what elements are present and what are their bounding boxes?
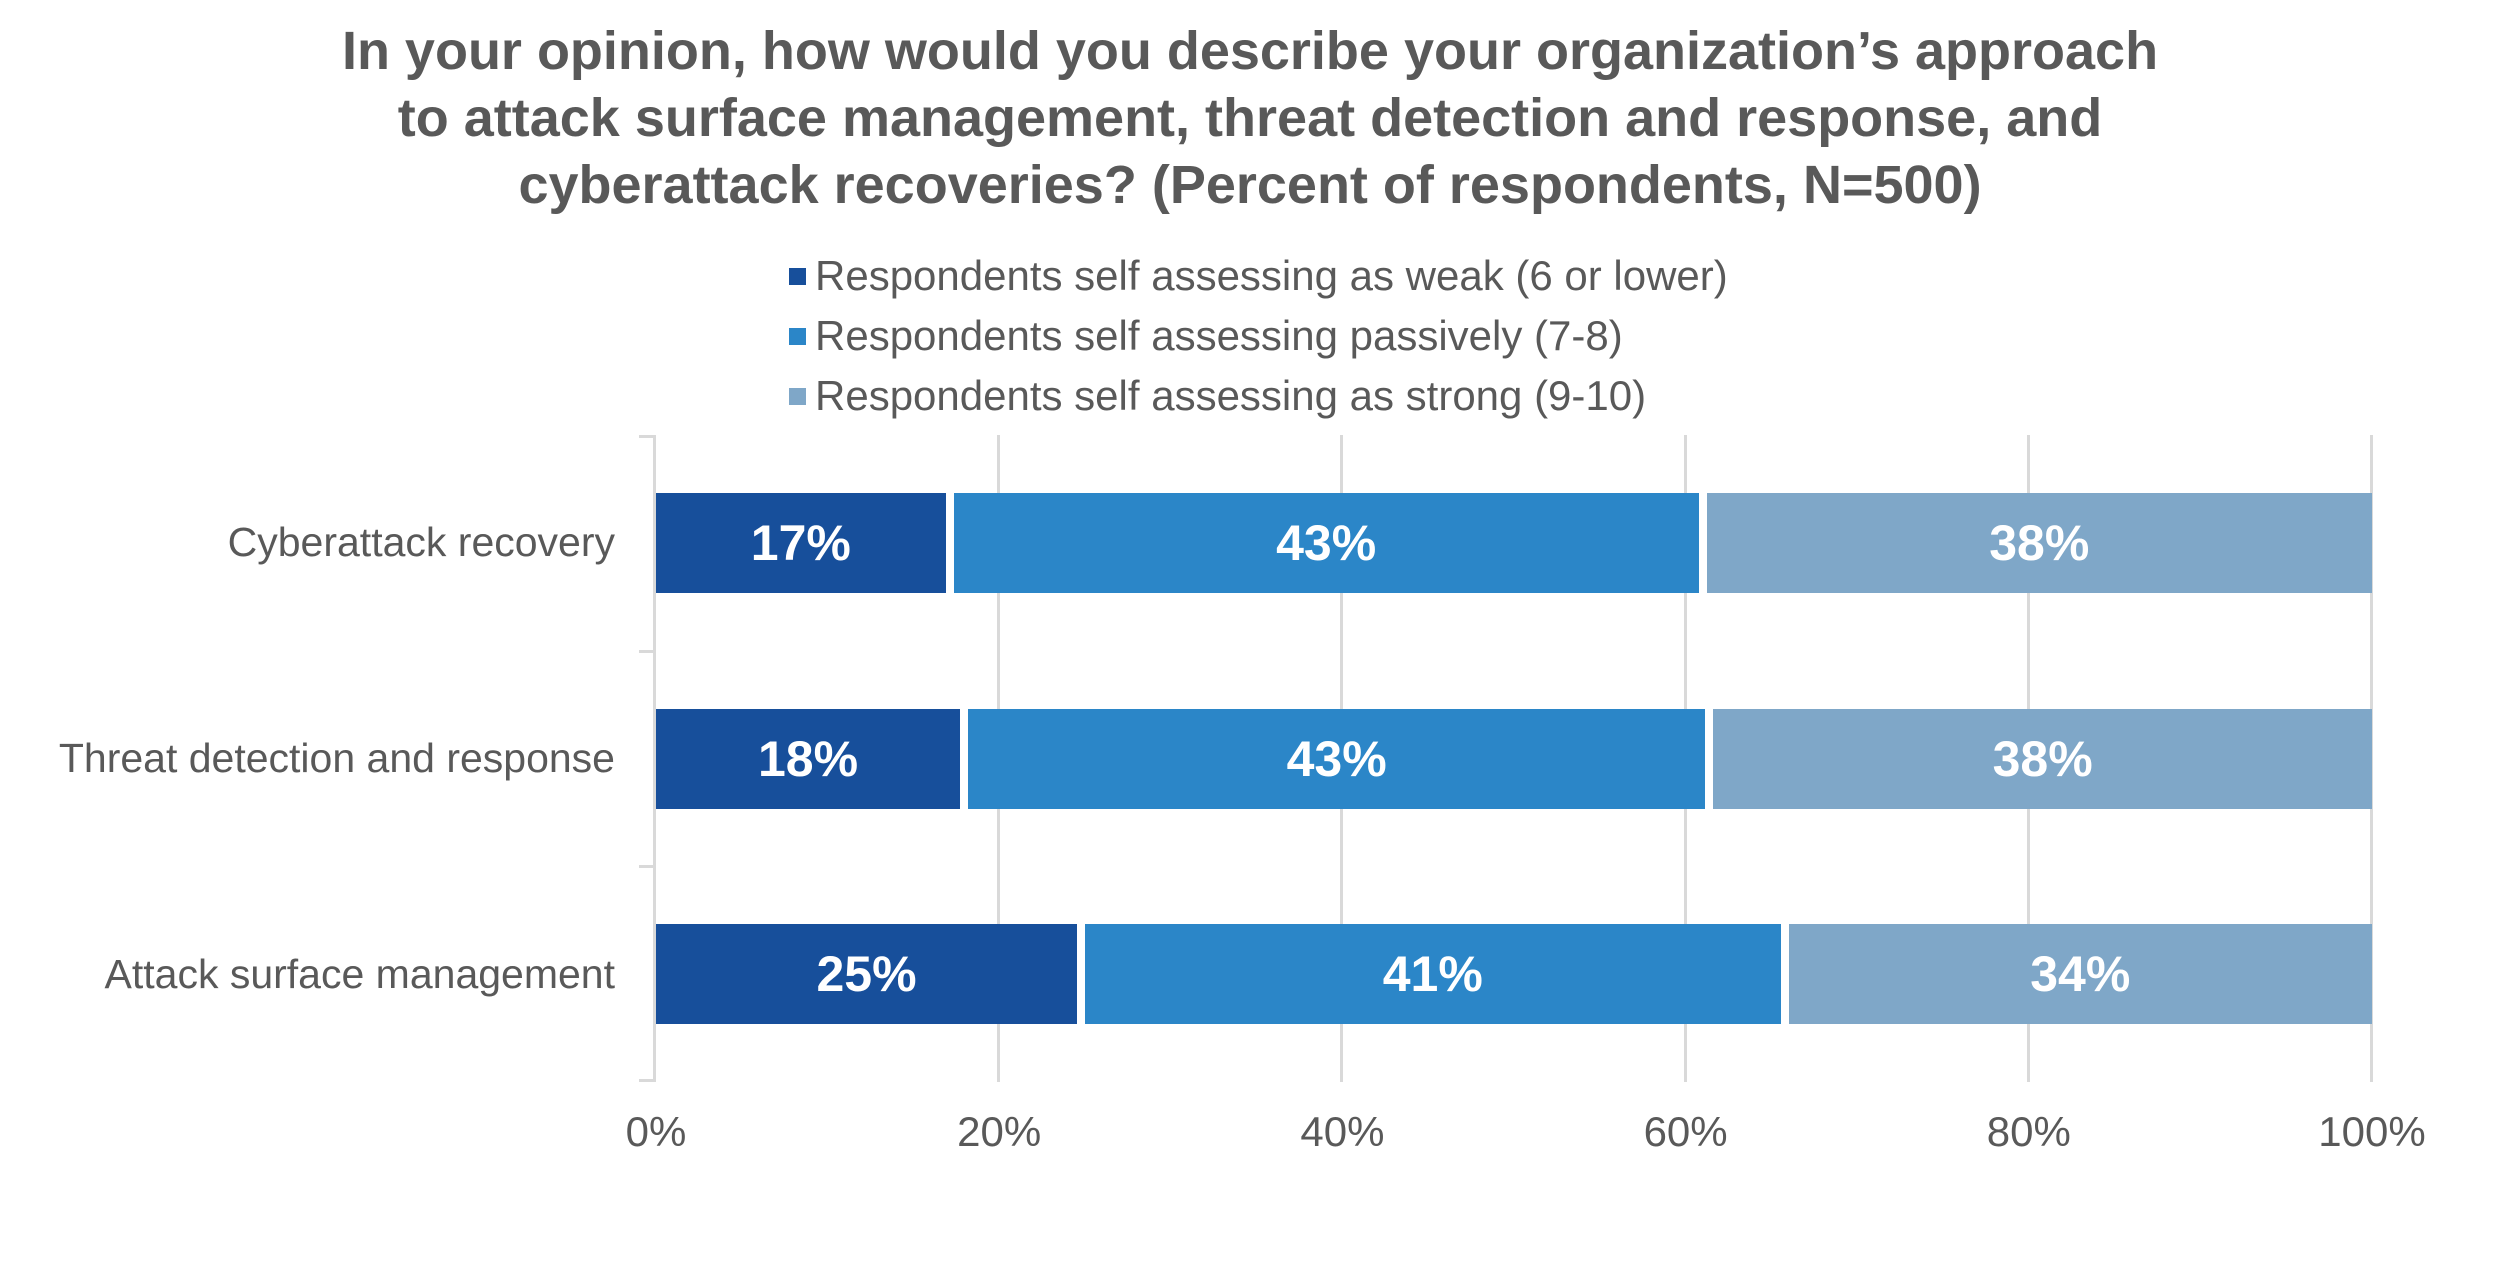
legend: Respondents self assessing as weak (6 or… — [789, 246, 1728, 426]
bar-value-label: 25% — [816, 946, 917, 1003]
y-axis-tick-2 — [639, 865, 653, 869]
category-axis-labels: Cyberattack recovery Threat detection and… — [0, 435, 615, 1082]
plot-area: 17% 43% 38% 18% 43% 38% 25% 41% 34% — [639, 435, 2373, 1082]
x-axis-label-40%: 40% — [1300, 1108, 1385, 1155]
bar-segment: 43% — [953, 492, 1707, 593]
y-axis-tick-0 — [639, 435, 653, 438]
bar-row-2: 25% 41% 34% — [656, 866, 2372, 1082]
chart-title-line-2: to attack surface management, threat det… — [397, 88, 2103, 148]
chart-title-line-1: In your opinion, how would you describe … — [341, 21, 2159, 81]
bar-value-label: 38% — [1989, 514, 2090, 571]
bar-segment: 38% — [1706, 492, 2372, 593]
bar-segment: 43% — [968, 708, 1714, 809]
x-axis-label-80%: 80% — [1986, 1108, 2071, 1155]
x-axis-label-60%: 60% — [1643, 1108, 1728, 1155]
legend-label-strong: Respondents self assessing as strong (9-… — [815, 372, 1647, 419]
chart-title: In your opinion, how would you describe … — [0, 18, 2500, 219]
bar-value-label: 43% — [1286, 730, 1387, 787]
x-axis-label-20%: 20% — [957, 1108, 1042, 1155]
bar-segment: 18% — [656, 708, 968, 809]
bar-value-label: 38% — [1992, 730, 2093, 787]
bar-value-label: 17% — [750, 514, 851, 571]
bar-value-label: 41% — [1382, 946, 1483, 1003]
legend-item-passive: Respondents self assessing passively (7-… — [789, 306, 1728, 366]
bar-segment: 38% — [1713, 708, 2372, 809]
legend-label-passive: Respondents self assessing passively (7-… — [815, 312, 1623, 359]
y-axis-line — [653, 435, 656, 1082]
y-axis-tick-1 — [639, 649, 653, 653]
bar-segment: 34% — [1788, 924, 2372, 1025]
bar-segment: 17% — [656, 492, 954, 593]
legend-item-weak: Respondents self assessing as weak (6 or… — [789, 246, 1728, 306]
legend-swatch-passive-icon — [789, 327, 806, 345]
legend-item-strong: Respondents self assessing as strong (9-… — [789, 366, 1728, 426]
bar-value-label: 18% — [757, 730, 859, 787]
bar-value-label: 34% — [2030, 946, 2131, 1003]
x-axis-label-100%: 100% — [2318, 1108, 2426, 1155]
bar-0: 17% 43% 38% — [656, 492, 2372, 593]
bar-rows: 17% 43% 38% 18% 43% 38% 25% 41% 34% — [656, 435, 2372, 1082]
bar-row-0: 17% 43% 38% — [656, 435, 2372, 651]
legend-swatch-strong-icon — [789, 387, 806, 405]
category-label-1: Threat detection and response — [58, 735, 615, 781]
x-axis-labels: 0% 20% 40% 60% 80% 100% — [626, 1108, 2426, 1160]
y-axis-tick-3 — [639, 1079, 653, 1082]
bar-1: 18% 43% 38% — [656, 708, 2372, 809]
bar-segment: 41% — [1085, 924, 1789, 1025]
x-axis-label-0%: 0% — [625, 1108, 687, 1155]
category-label-0: Cyberattack recovery — [227, 519, 615, 566]
bar-segment: 25% — [656, 924, 1085, 1025]
bar-2: 25% 41% 34% — [656, 924, 2372, 1025]
category-label-2: Attack surface management — [104, 950, 615, 997]
chart-title-line-3: cyberattack recoveries? (Percent of resp… — [518, 155, 1982, 215]
bar-row-1: 18% 43% 38% — [656, 651, 2372, 867]
legend-label-weak: Respondents self assessing as weak (6 or… — [815, 252, 1728, 299]
legend-swatch-weak-icon — [789, 267, 806, 285]
bar-value-label: 43% — [1276, 514, 1377, 571]
